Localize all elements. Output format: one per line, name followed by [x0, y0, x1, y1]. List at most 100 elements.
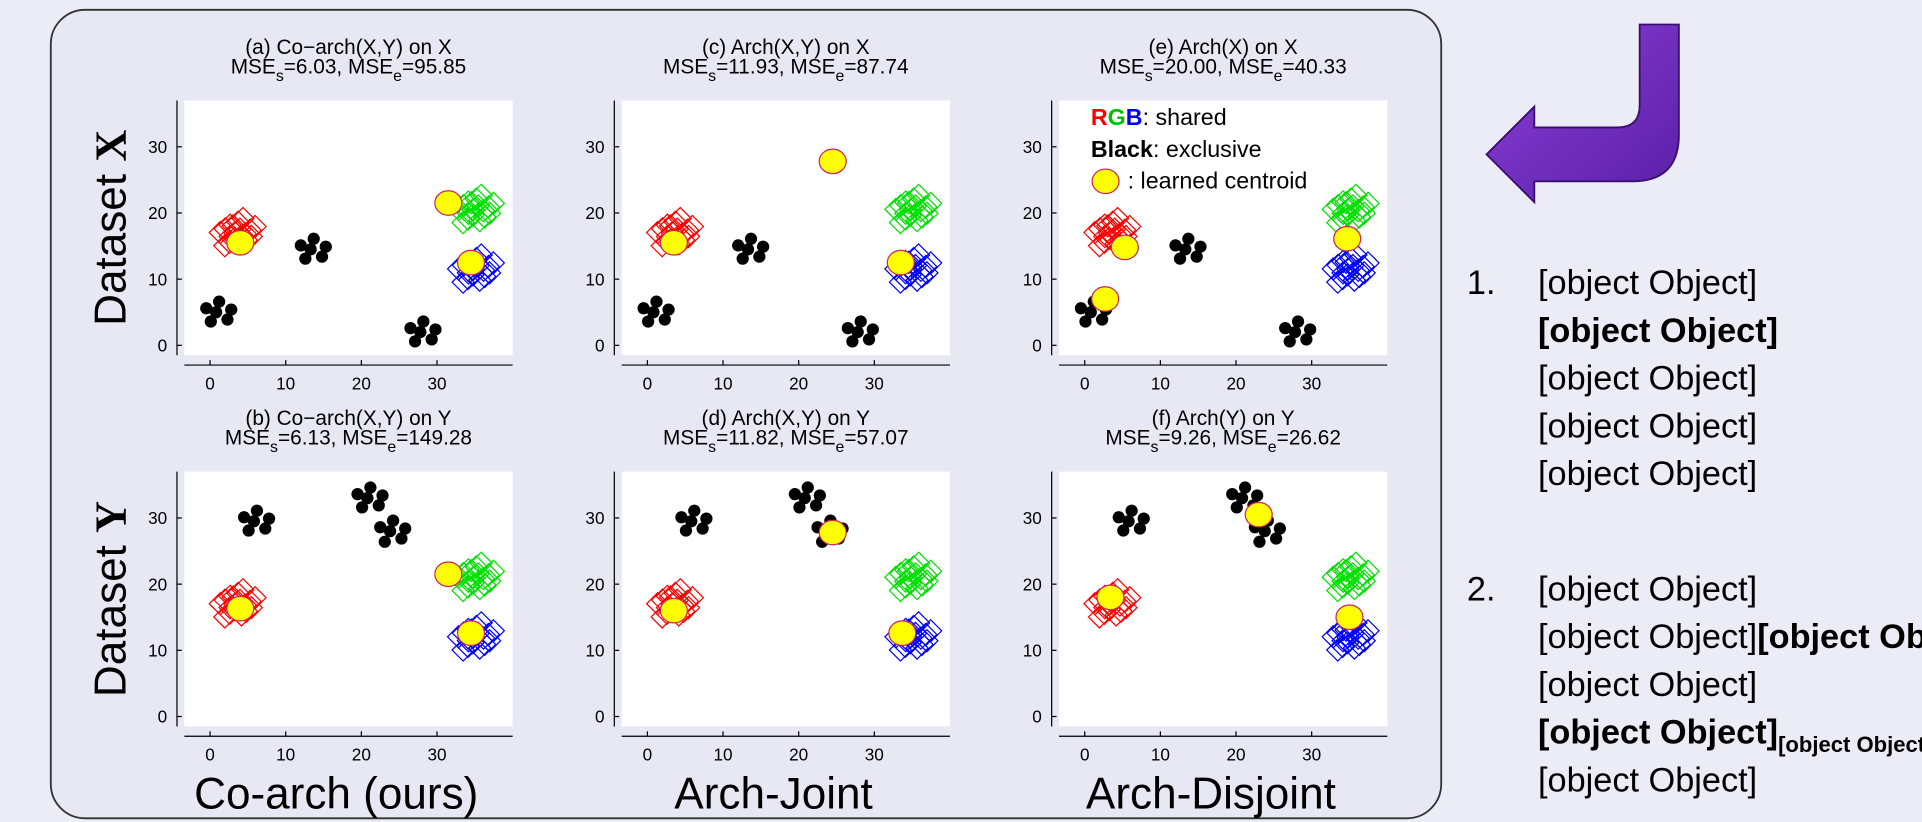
- row-label: DatasetX: [87, 130, 136, 326]
- slide: (a) Co−arch(X,Y) on XMSEs=6.03, MSEe=95.…: [0, 0, 1922, 822]
- y-tick-label: 20: [1023, 574, 1042, 594]
- y-tick-label: 30: [1023, 137, 1042, 157]
- mse-subscript: s: [1151, 439, 1159, 456]
- x-tick-label: 30: [427, 374, 446, 394]
- mse-subscript: s: [276, 68, 284, 85]
- y-tick-label: 10: [148, 640, 167, 660]
- point: [1236, 492, 1248, 504]
- note-line: [object Object]: [1538, 312, 1778, 350]
- centroid: [458, 250, 485, 275]
- mse-value: =20.00,: [1153, 56, 1229, 79]
- y-tick-label: 10: [148, 269, 167, 289]
- centroid: [819, 520, 846, 545]
- column-label: Arch-Disjoint: [1086, 770, 1336, 819]
- mse-value: =95.85: [402, 56, 466, 79]
- centroid: [227, 596, 254, 621]
- point: [1122, 515, 1134, 527]
- x-tick-label: 20: [789, 745, 808, 765]
- centroid: [660, 230, 687, 255]
- point: [399, 522, 411, 534]
- point: [799, 492, 811, 504]
- note-segment: [object Object]: [1538, 407, 1757, 445]
- mse-value: =87.74: [844, 56, 908, 79]
- y-tick-label: 30: [585, 137, 604, 157]
- legend-key: R: [1091, 104, 1108, 130]
- point: [1292, 315, 1304, 327]
- mse-subscript: s: [1145, 68, 1153, 85]
- mse-subscript: s: [708, 68, 716, 85]
- mse-label: MSE: [1228, 56, 1273, 79]
- x-tick-label: 30: [427, 745, 446, 765]
- note-segment: [object Object]: [1538, 360, 1757, 398]
- y-tick-label: 10: [1023, 269, 1042, 289]
- note-line: [object Object]: [1538, 264, 1757, 302]
- mse-value: =57.07: [844, 427, 908, 450]
- note-line: [object Object][object Object][object Ob…: [1538, 618, 1922, 662]
- point: [379, 536, 391, 548]
- centroid: [458, 621, 485, 646]
- x-tick-label: 0: [643, 374, 653, 394]
- x-tick-label: 20: [789, 374, 808, 394]
- centroid: [227, 230, 254, 255]
- note-number: 1.: [1467, 264, 1496, 302]
- point: [647, 306, 659, 318]
- mse-subscript: e: [1274, 68, 1283, 85]
- point: [662, 303, 674, 315]
- note-segment: [object Object]: [1538, 666, 1757, 704]
- point: [1289, 326, 1301, 338]
- note-segment: [object Object]: [1538, 570, 1757, 608]
- y-tick-label: 20: [148, 203, 167, 223]
- legend-key: G: [1108, 104, 1126, 130]
- y-tick-label: 20: [585, 203, 604, 223]
- y-tick-label: 30: [1023, 508, 1042, 528]
- point: [742, 243, 754, 255]
- x-tick-label: 20: [1226, 745, 1245, 765]
- mse-value: =11.93,: [716, 56, 790, 79]
- legend-text: : shared: [1143, 104, 1227, 130]
- x-tick-label: 0: [643, 745, 653, 765]
- point: [814, 489, 826, 501]
- centroid: [660, 598, 687, 623]
- x-tick-label: 10: [276, 745, 295, 765]
- point: [225, 303, 237, 315]
- mse-label: MSE: [790, 427, 835, 450]
- point: [1179, 243, 1191, 255]
- point: [745, 233, 757, 245]
- note-segment: [object Object]: [1538, 264, 1757, 302]
- point: [1239, 481, 1251, 493]
- y-tick-label: 0: [1032, 335, 1042, 355]
- point: [320, 241, 332, 253]
- point: [855, 315, 867, 327]
- note-segment: [object Object]: [1538, 761, 1757, 799]
- note-segment: [object Object]: [1757, 618, 1922, 656]
- mse-value: =6.13,: [278, 427, 342, 450]
- x-tick-label: 0: [205, 374, 215, 394]
- arrow-icon: [1487, 25, 1679, 203]
- mse-label: MSE: [231, 56, 276, 79]
- y-tick-label: 30: [585, 508, 604, 528]
- centroid: [819, 149, 846, 174]
- mse-label: MSE: [1100, 56, 1145, 79]
- x-tick-label: 20: [1226, 374, 1245, 394]
- mse-value: =149.28: [396, 427, 472, 450]
- note-segment: [object Object]: [1778, 732, 1922, 757]
- mse-subscript: e: [1268, 439, 1277, 456]
- mse-value: =9.26,: [1158, 427, 1222, 450]
- y-tick-label: 30: [148, 137, 167, 157]
- note-number: 2.: [1467, 570, 1496, 608]
- x-tick-label: 10: [713, 745, 732, 765]
- point: [685, 515, 697, 527]
- x-tick-label: 0: [1080, 745, 1090, 765]
- page: {"chart_data":[ {"type":"scatter","title…: [0, 0, 1922, 822]
- legend-key: Black: [1091, 136, 1153, 162]
- y-tick-label: 20: [148, 574, 167, 594]
- mse-subscript: s: [708, 439, 716, 456]
- note-line: [object Object][object Object]: [1538, 714, 1922, 758]
- row-label-symbol: Y: [87, 501, 136, 533]
- centroid: [1097, 585, 1124, 610]
- point: [1182, 233, 1194, 245]
- point: [757, 241, 769, 253]
- note-line: [object Object]: [1538, 666, 1757, 704]
- point: [867, 323, 879, 335]
- point: [305, 243, 317, 255]
